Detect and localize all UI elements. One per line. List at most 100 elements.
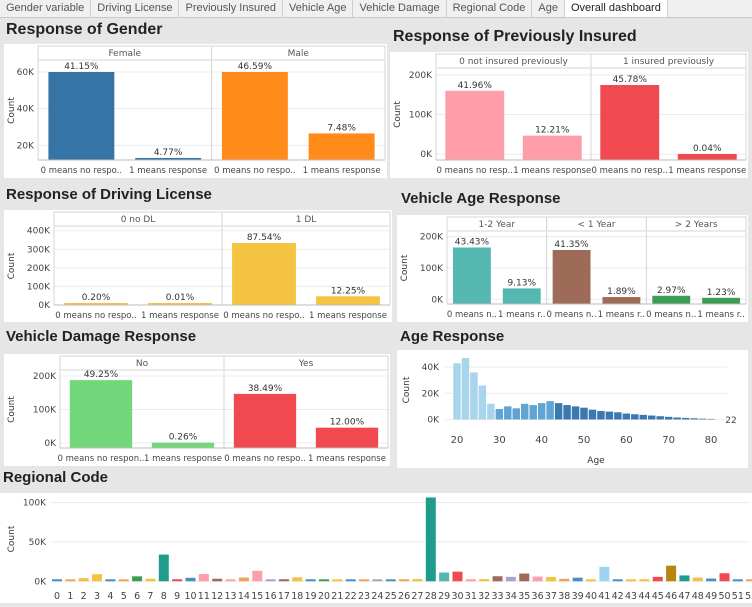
bar[interactable] — [425, 497, 436, 582]
bar[interactable] — [652, 295, 691, 304]
bar[interactable] — [677, 154, 737, 160]
bar[interactable] — [292, 577, 303, 582]
bar[interactable] — [639, 579, 650, 582]
histogram-bar[interactable] — [648, 415, 656, 420]
bar[interactable] — [679, 575, 690, 582]
bar[interactable] — [666, 565, 677, 582]
bar[interactable] — [151, 442, 215, 448]
bar[interactable] — [599, 566, 610, 582]
bar[interactable] — [148, 303, 212, 305]
bar[interactable] — [502, 288, 541, 304]
histogram-bar[interactable] — [690, 418, 698, 420]
bar[interactable] — [315, 427, 379, 448]
bar[interactable] — [78, 578, 89, 582]
bar[interactable] — [559, 578, 570, 582]
bar[interactable] — [278, 579, 289, 582]
histogram-bar[interactable] — [470, 372, 478, 420]
histogram-bar[interactable] — [664, 416, 673, 420]
bar[interactable] — [172, 579, 183, 582]
bar[interactable] — [522, 135, 582, 160]
bar[interactable] — [602, 297, 641, 304]
bar[interactable] — [412, 578, 423, 582]
histogram-bar[interactable] — [681, 417, 690, 420]
bar[interactable] — [158, 554, 169, 582]
histogram-bar[interactable] — [673, 417, 681, 420]
histogram-bar[interactable] — [461, 358, 470, 420]
bar[interactable] — [706, 578, 717, 582]
bar[interactable] — [308, 133, 375, 160]
bar[interactable] — [65, 579, 76, 582]
bar[interactable] — [92, 574, 103, 582]
bar[interactable] — [445, 90, 505, 160]
histogram-bar[interactable] — [639, 414, 647, 420]
sheet-tab-vehicle-age[interactable]: Vehicle Age — [283, 0, 354, 17]
sheet-tab-regional-code[interactable]: Regional Code — [447, 0, 533, 17]
bar[interactable] — [69, 380, 133, 448]
bar[interactable] — [692, 577, 703, 582]
histogram-bar[interactable] — [631, 414, 639, 420]
bar[interactable] — [221, 72, 288, 160]
bar[interactable] — [746, 579, 752, 582]
histogram-bar[interactable] — [656, 416, 664, 420]
histogram-bar[interactable] — [554, 403, 563, 420]
bar[interactable] — [225, 579, 236, 582]
bar[interactable] — [385, 579, 396, 582]
bar[interactable] — [702, 297, 741, 304]
histogram-bar[interactable] — [478, 385, 487, 420]
bar[interactable] — [626, 579, 637, 582]
bar[interactable] — [118, 579, 129, 582]
bar[interactable] — [552, 249, 591, 304]
bar[interactable] — [52, 579, 62, 582]
bar[interactable] — [372, 579, 383, 582]
sheet-tab-gender-variable[interactable]: Gender variable — [0, 0, 92, 17]
sheet-tab-driving-license[interactable]: Driving License — [91, 0, 180, 17]
bar[interactable] — [238, 577, 249, 582]
histogram-bar[interactable] — [571, 406, 580, 420]
bar[interactable] — [345, 579, 356, 582]
histogram-bar[interactable] — [698, 418, 707, 420]
bar[interactable] — [185, 577, 196, 582]
bar[interactable] — [505, 576, 516, 582]
bar[interactable] — [64, 303, 128, 305]
bar[interactable] — [198, 574, 209, 582]
bar[interactable] — [212, 578, 223, 582]
histogram-bar[interactable] — [605, 411, 614, 420]
sheet-tab-previously-insured[interactable]: Previously Insured — [179, 0, 283, 17]
bar[interactable] — [305, 579, 316, 582]
bar[interactable] — [532, 576, 543, 582]
bar[interactable] — [232, 243, 296, 305]
bar[interactable] — [265, 579, 276, 582]
histogram-bar[interactable] — [487, 403, 495, 420]
histogram-bar[interactable] — [537, 403, 546, 420]
histogram-bar[interactable] — [521, 403, 529, 420]
sheet-tab-overall-dashboard[interactable]: Overall dashboard — [564, 0, 668, 17]
bar[interactable] — [452, 571, 463, 582]
histogram-bar[interactable] — [546, 401, 554, 420]
bar[interactable] — [465, 579, 476, 582]
histogram-bar[interactable] — [495, 409, 504, 420]
histogram-bar[interactable] — [563, 405, 571, 420]
bar[interactable] — [732, 579, 743, 582]
histogram-bar[interactable] — [597, 410, 605, 420]
bar[interactable] — [319, 579, 329, 582]
bar[interactable] — [492, 576, 503, 582]
bar[interactable] — [719, 573, 730, 582]
histogram-bar[interactable] — [512, 408, 520, 420]
bar[interactable] — [332, 579, 343, 582]
bar[interactable] — [399, 579, 410, 582]
sheet-tab-age[interactable]: Age — [532, 0, 565, 17]
bar[interactable] — [48, 72, 115, 160]
bar[interactable] — [545, 576, 556, 582]
histogram-bar[interactable] — [622, 413, 631, 420]
bar[interactable] — [452, 247, 491, 304]
bar[interactable] — [135, 158, 202, 160]
bar[interactable] — [105, 579, 116, 582]
bar[interactable] — [359, 579, 370, 582]
histogram-bar[interactable] — [529, 405, 537, 420]
bar[interactable] — [316, 296, 380, 305]
histogram-bar[interactable] — [614, 412, 622, 420]
bar[interactable] — [252, 570, 263, 582]
histogram-bar[interactable] — [504, 406, 512, 420]
sheet-tab-vehicle-damage[interactable]: Vehicle Damage — [353, 0, 447, 17]
bar[interactable] — [479, 579, 490, 582]
